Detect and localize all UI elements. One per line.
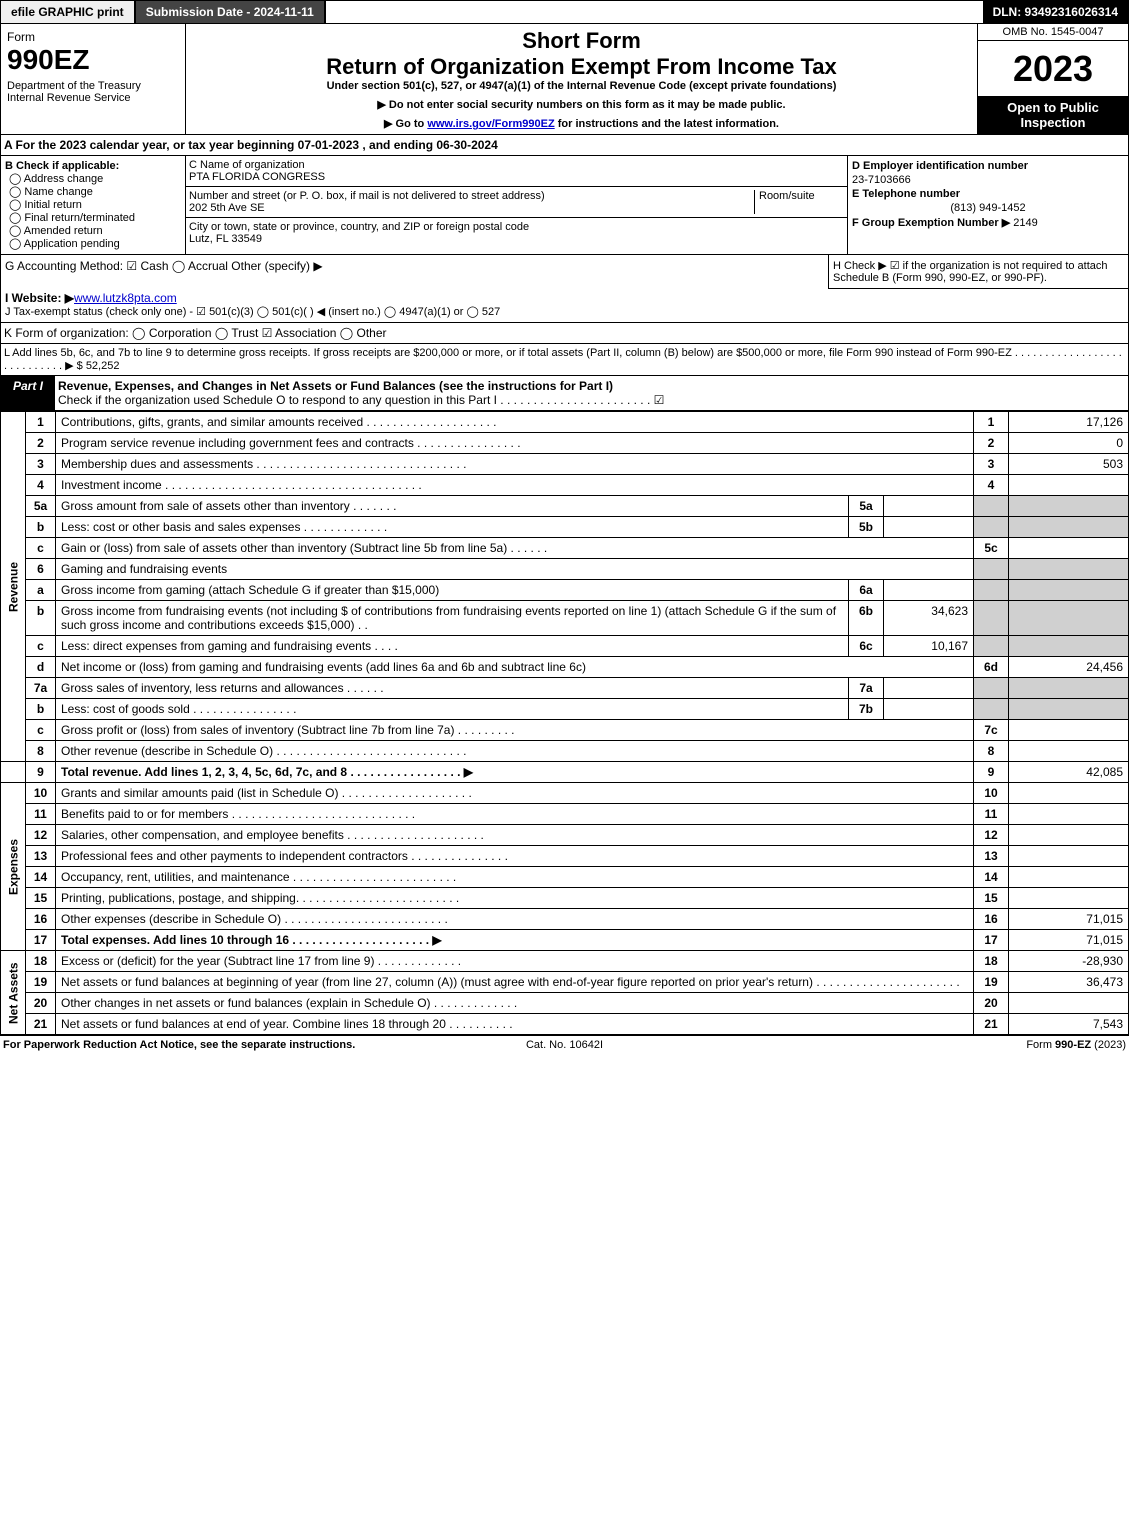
line-6b: Gross income from fundraising events (no… [56,601,849,636]
tel-label: E Telephone number [852,188,960,200]
inspection-badge: Open to Public Inspection [978,96,1128,134]
row-a-text: A For the 2023 calendar year, or tax yea… [4,138,498,152]
city-cell: City or town, state or province, country… [186,218,847,248]
chk-initial[interactable]: ◯ Initial return [9,198,181,211]
line-5c: Gain or (loss) from sale of assets other… [56,538,974,559]
line-10: Grants and similar amounts paid (list in… [56,783,974,804]
tax-year: 2023 [978,41,1128,96]
footer-right: Form 990-EZ (2023) [752,1039,1126,1051]
addr-cell: Number and street (or P. O. box, if mail… [186,187,847,218]
bullet-2: ▶ Go to www.irs.gov/Form990EZ for instru… [190,117,973,130]
line-6a: Gross income from gaming (attach Schedul… [56,580,849,601]
netassets-vlabel: Net Assets [1,951,26,1035]
org-name-cell: C Name of organization PTA FLORIDA CONGR… [186,156,847,187]
row-ghi: G Accounting Method: ☑ Cash ◯ Accrual Ot… [0,255,1129,323]
part1-header: Part I Revenue, Expenses, and Changes in… [0,376,1129,411]
addr-label: Number and street (or P. O. box, if mail… [189,190,754,202]
chk-amended[interactable]: ◯ Amended return [9,224,181,237]
line-7a: Gross sales of inventory, less returns a… [56,678,849,699]
lines-table: Revenue 1Contributions, gifts, grants, a… [0,411,1129,1035]
footer-left: For Paperwork Reduction Act Notice, see … [3,1039,377,1051]
line-13: Professional fees and other payments to … [56,846,974,867]
city: Lutz, FL 33549 [189,233,844,245]
col-d: D Employer identification number 23-7103… [848,156,1128,254]
submission-date-button[interactable]: Submission Date - 2024-11-11 [136,1,326,23]
footer: For Paperwork Reduction Act Notice, see … [0,1035,1129,1054]
chk-name[interactable]: ◯ Name change [9,185,181,198]
b-label: B Check if applicable: [5,160,119,172]
line-12: Salaries, other compensation, and employ… [56,825,974,846]
city-label: City or town, state or province, country… [189,221,844,233]
chk-address[interactable]: ◯ Address change [9,172,181,185]
topbar-spacer [326,1,983,23]
efile-print-button[interactable]: efile GRAPHIC print [1,1,136,23]
part1-label: Part I [1,376,55,410]
line-5b: Less: cost or other basis and sales expe… [56,517,849,538]
line-16: Other expenses (describe in Schedule O) … [56,909,974,930]
tel: (813) 949-1452 [852,202,1124,214]
row-k: K Form of organization: ◯ Corporation ◯ … [0,323,1129,344]
room-label: Room/suite [754,190,844,214]
footer-center: Cat. No. 10642I [377,1039,751,1051]
line-3: Membership dues and assessments . . . . … [56,454,974,475]
form-header: Form 990EZ Department of the Treasury In… [0,24,1129,135]
line-6: Gaming and fundraising events [56,559,974,580]
org-name: PTA FLORIDA CONGRESS [189,171,844,183]
chk-pending[interactable]: ◯ Application pending [9,237,181,250]
header-left: Form 990EZ Department of the Treasury In… [1,24,186,134]
bullet-1: ▶ Do not enter social security numbers o… [190,98,973,111]
website-row: I Website: ▶I Website: ▶ www.lutzk8pta.c… [5,291,1124,305]
col-c: C Name of organization PTA FLORIDA CONGR… [186,156,848,254]
irs-link[interactable]: www.irs.gov/Form990EZ [427,118,554,130]
dept-label: Department of the Treasury Internal Reve… [7,80,179,104]
line-9: Total revenue. Add lines 1, 2, 3, 4, 5c,… [56,762,974,783]
part1-sub: Check if the organization used Schedule … [58,393,664,407]
line-1: Contributions, gifts, grants, and simila… [56,412,974,433]
row-l: L Add lines 5b, 6c, and 7b to line 9 to … [0,344,1129,376]
dln-label: DLN: 93492316026314 [983,1,1128,23]
row-a: A For the 2023 calendar year, or tax yea… [0,135,1129,156]
amt-1: 17,126 [1009,412,1129,433]
grp: 2149 [1013,217,1037,229]
expenses-vlabel: Expenses [1,783,26,951]
line-17: Total expenses. Add lines 10 through 16 … [56,930,974,951]
line-8: Other revenue (describe in Schedule O) .… [56,741,974,762]
chk-final[interactable]: ◯ Final return/terminated [9,211,181,224]
tax-exempt-status: J Tax-exempt status (check only one) - ☑… [5,305,1124,318]
website-link-visible[interactable]: www.lutzk8pta.com [74,291,177,305]
header-right: OMB No. 1545-0047 2023 Open to Public In… [978,24,1128,134]
line-7b: Less: cost of goods sold . . . . . . . .… [56,699,849,720]
line-2: Program service revenue including govern… [56,433,974,454]
line-4: Investment income . . . . . . . . . . . … [56,475,974,496]
col-b: B Check if applicable: ◯ Address change … [1,156,186,254]
line-7c: Gross profit or (loss) from sales of inv… [56,720,974,741]
line-20: Other changes in net assets or fund bala… [56,993,974,1014]
ein: 23-7103666 [852,174,1124,186]
box-h: H Check ▶ ☑ if the organization is not r… [828,255,1128,289]
top-bar: efile GRAPHIC print Submission Date - 20… [0,0,1129,24]
line-5a: Gross amount from sale of assets other t… [56,496,849,517]
revenue-vlabel: Revenue [1,412,26,762]
line-19: Net assets or fund balances at beginning… [56,972,974,993]
line-14: Occupancy, rent, utilities, and maintena… [56,867,974,888]
grp-label: F Group Exemption Number ▶ [852,217,1010,229]
form-number: 990EZ [7,44,179,76]
line-11: Benefits paid to or for members . . . . … [56,804,974,825]
line-6d: Net income or (loss) from gaming and fun… [56,657,974,678]
org-name-label: C Name of organization [189,159,844,171]
line-6c: Less: direct expenses from gaming and fu… [56,636,849,657]
addr: 202 5th Ave SE [189,202,754,214]
line-15: Printing, publications, postage, and shi… [56,888,974,909]
line-18: Excess or (deficit) for the year (Subtra… [56,951,974,972]
ein-label: D Employer identification number [852,160,1028,172]
return-title: Return of Organization Exempt From Incom… [190,54,973,80]
block-bcdef: B Check if applicable: ◯ Address change … [0,156,1129,255]
under-section: Under section 501(c), 527, or 4947(a)(1)… [190,80,973,92]
line-21: Net assets or fund balances at end of ye… [56,1014,974,1035]
part1-title: Revenue, Expenses, and Changes in Net As… [55,376,1128,410]
omb-number: OMB No. 1545-0047 [978,24,1128,41]
header-center: Short Form Return of Organization Exempt… [186,24,978,134]
short-form-title: Short Form [190,28,973,54]
form-word: Form [7,30,179,44]
